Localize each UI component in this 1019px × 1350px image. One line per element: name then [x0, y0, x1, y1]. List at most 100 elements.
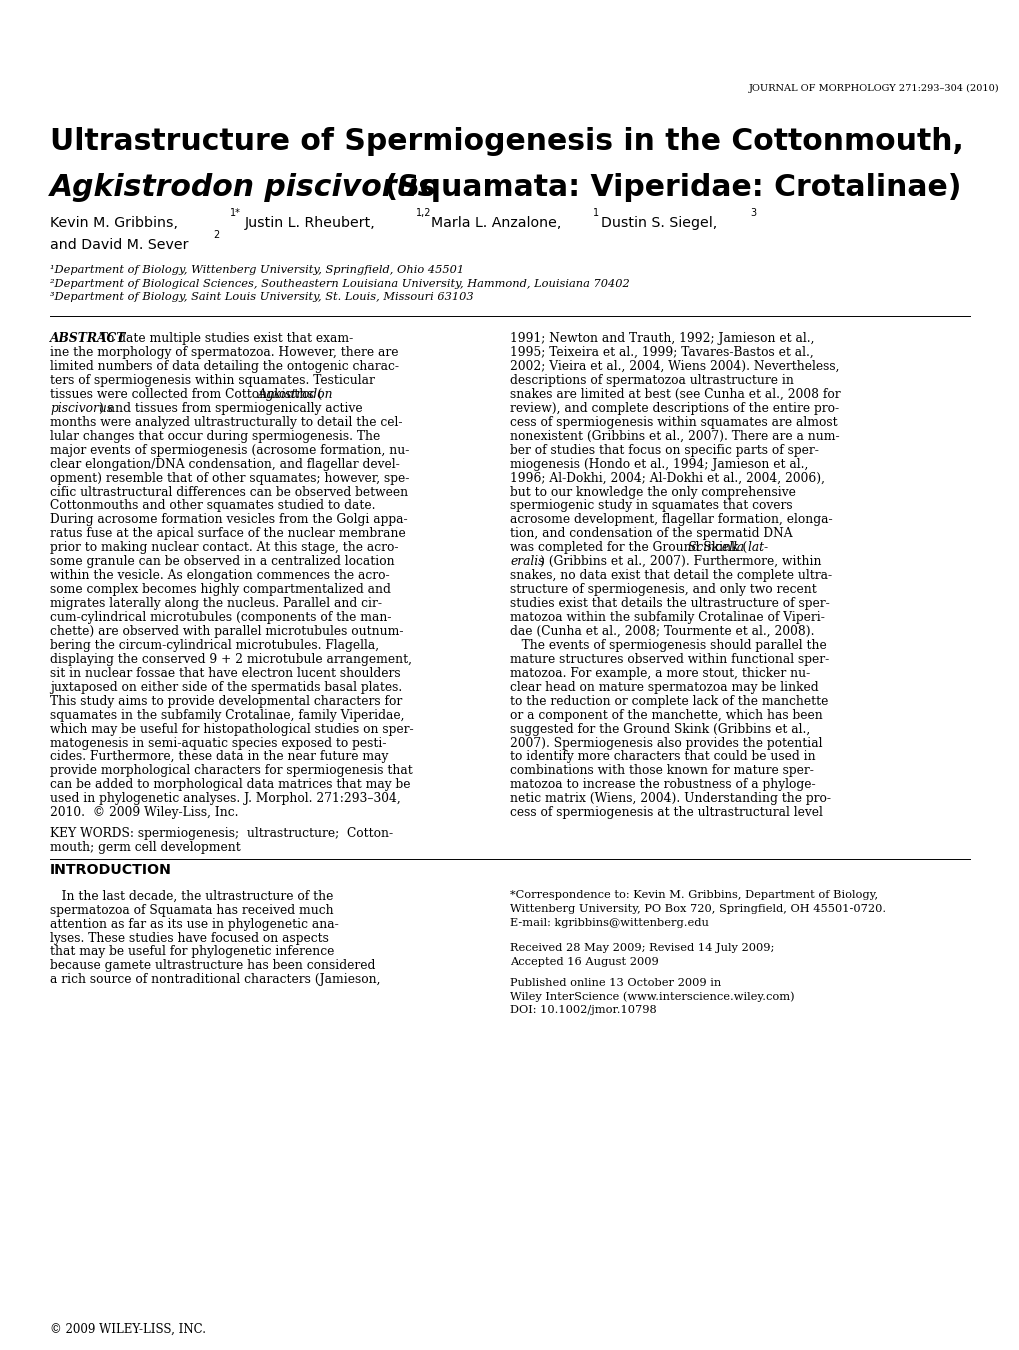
Text: matozoa. For example, a more stout, thicker nu-: matozoa. For example, a more stout, thic… — [510, 667, 809, 680]
Text: clear head on mature spermatozoa may be linked: clear head on mature spermatozoa may be … — [510, 680, 818, 694]
Text: cess of spermiogenesis within squamates are almost: cess of spermiogenesis within squamates … — [510, 416, 837, 429]
Text: INTRODUCTION: INTRODUCTION — [50, 863, 171, 878]
Text: miogenesis (Hondo et al., 1994; Jamieson et al.,: miogenesis (Hondo et al., 1994; Jamieson… — [510, 458, 808, 471]
Text: Published online 13 October 2009 in: Published online 13 October 2009 in — [510, 977, 720, 988]
Text: 1,2: 1,2 — [416, 208, 431, 217]
Text: ³Department of Biology, Saint Louis University, St. Louis, Missouri 63103: ³Department of Biology, Saint Louis Univ… — [50, 293, 473, 302]
Text: nonexistent (Gribbins et al., 2007). There are a num-: nonexistent (Gribbins et al., 2007). The… — [510, 429, 839, 443]
Text: 1991; Newton and Trauth, 1992; Jamieson et al.,: 1991; Newton and Trauth, 1992; Jamieson … — [510, 332, 814, 346]
Text: limited numbers of data detailing the ontogenic charac-: limited numbers of data detailing the on… — [50, 360, 398, 373]
Text: structure of spermiogenesis, and only two recent: structure of spermiogenesis, and only tw… — [510, 583, 816, 597]
Text: Agkistrodon piscivorus: Agkistrodon piscivorus — [50, 173, 436, 201]
Text: E-mail: kgribbins@wittenberg.edu: E-mail: kgribbins@wittenberg.edu — [510, 918, 708, 927]
Text: ine the morphology of spermatozoa. However, there are: ine the morphology of spermatozoa. Howev… — [50, 346, 398, 359]
Text: Justin L. Rheubert,: Justin L. Rheubert, — [245, 216, 375, 230]
Text: ABSTRACT: ABSTRACT — [50, 332, 126, 346]
Text: KEY WORDS: spermiogenesis;  ultrastructure;  Cotton-: KEY WORDS: spermiogenesis; ultrastructur… — [50, 828, 392, 840]
Text: matozoa within the subfamily Crotalinae of Viperi-: matozoa within the subfamily Crotalinae … — [510, 612, 824, 624]
Text: 1996; Al-Dokhi, 2004; Al-Dokhi et al., 2004, 2006),: 1996; Al-Dokhi, 2004; Al-Dokhi et al., 2… — [510, 471, 824, 485]
Text: tissues were collected from Cottonmouths (: tissues were collected from Cottonmouths… — [50, 387, 322, 401]
Text: prior to making nuclear contact. At this stage, the acro-: prior to making nuclear contact. At this… — [50, 541, 398, 555]
Text: acrosome development, flagellar formation, elonga-: acrosome development, flagellar formatio… — [510, 513, 832, 526]
Text: 2: 2 — [213, 230, 219, 239]
Text: Cottonmouths and other squamates studied to date.: Cottonmouths and other squamates studied… — [50, 500, 375, 513]
Text: 1: 1 — [592, 208, 598, 217]
Text: was completed for the Ground Skink (: was completed for the Ground Skink ( — [510, 541, 747, 555]
Text: clear elongation/DNA condensation, and flagellar devel-: clear elongation/DNA condensation, and f… — [50, 458, 399, 471]
Text: 2010.  © 2009 Wiley-Liss, Inc.: 2010. © 2009 Wiley-Liss, Inc. — [50, 806, 238, 819]
Text: to identify more characters that could be used in: to identify more characters that could b… — [510, 751, 815, 764]
Text: attention as far as its use in phylogenetic ana-: attention as far as its use in phylogene… — [50, 918, 338, 930]
Text: 2007). Spermiogenesis also provides the potential: 2007). Spermiogenesis also provides the … — [510, 737, 821, 749]
Text: lyses. These studies have focused on aspects: lyses. These studies have focused on asp… — [50, 931, 328, 945]
Text: During acrosome formation vesicles from the Golgi appa-: During acrosome formation vesicles from … — [50, 513, 408, 526]
Text: Received 28 May 2009; Revised 14 July 2009;: Received 28 May 2009; Revised 14 July 20… — [510, 942, 773, 953]
Text: Marla L. Anzalone,: Marla L. Anzalone, — [431, 216, 561, 230]
Text: descriptions of spermatozoa ultrastructure in: descriptions of spermatozoa ultrastructu… — [510, 374, 793, 387]
Text: DOI: 10.1002/jmor.10798: DOI: 10.1002/jmor.10798 — [510, 1006, 656, 1015]
Text: In the last decade, the ultrastructure of the: In the last decade, the ultrastructure o… — [50, 890, 333, 903]
Text: *Correspondence to: Kevin M. Gribbins, Department of Biology,: *Correspondence to: Kevin M. Gribbins, D… — [510, 890, 877, 899]
Text: because gamete ultrastructure has been considered: because gamete ultrastructure has been c… — [50, 960, 375, 972]
Text: ber of studies that focus on specific parts of sper-: ber of studies that focus on specific pa… — [510, 444, 818, 456]
Text: 3: 3 — [750, 208, 756, 217]
Text: within the vesicle. As elongation commences the acro-: within the vesicle. As elongation commen… — [50, 570, 389, 582]
Text: months were analyzed ultrastructurally to detail the cel-: months were analyzed ultrastructurally t… — [50, 416, 403, 429]
Text: ) and tissues from spermiogenically active: ) and tissues from spermiogenically acti… — [100, 402, 363, 414]
Text: suggested for the Ground Skink (Gribbins et al.,: suggested for the Ground Skink (Gribbins… — [510, 722, 809, 736]
Text: Agkistrodon: Agkistrodon — [258, 387, 333, 401]
Text: matogenesis in semi-aquatic species exposed to pesti-: matogenesis in semi-aquatic species expo… — [50, 737, 386, 749]
Text: Wittenberg University, PO Box 720, Springfield, OH 45501-0720.: Wittenberg University, PO Box 720, Sprin… — [510, 903, 886, 914]
Text: displaying the conserved 9 + 2 microtubule arrangement,: displaying the conserved 9 + 2 microtubu… — [50, 653, 412, 666]
Text: lular changes that occur during spermiogenesis. The: lular changes that occur during spermiog… — [50, 429, 380, 443]
Text: 1995; Teixeira et al., 1999; Tavares-Bastos et al.,: 1995; Teixeira et al., 1999; Tavares-Bas… — [510, 346, 813, 359]
Text: ratus fuse at the apical surface of the nuclear membrane: ratus fuse at the apical surface of the … — [50, 528, 406, 540]
Text: sit in nuclear fossae that have electron lucent shoulders: sit in nuclear fossae that have electron… — [50, 667, 400, 680]
Text: spermiogenic study in squamates that covers: spermiogenic study in squamates that cov… — [510, 500, 792, 513]
Text: To date multiple studies exist that exam-: To date multiple studies exist that exam… — [92, 332, 353, 346]
Text: ¹Department of Biology, Wittenberg University, Springfield, Ohio 45501: ¹Department of Biology, Wittenberg Unive… — [50, 265, 464, 274]
Text: (Squamata: Viperidae: Crotalinae): (Squamata: Viperidae: Crotalinae) — [374, 173, 961, 201]
Text: a rich source of nontraditional characters (Jamieson,: a rich source of nontraditional characte… — [50, 973, 380, 987]
Text: chette) are observed with parallel microtubules outnum-: chette) are observed with parallel micro… — [50, 625, 404, 639]
Text: snakes are limited at best (see Cunha et al., 2008 for: snakes are limited at best (see Cunha et… — [510, 387, 840, 401]
Text: spermatozoa of Squamata has received much: spermatozoa of Squamata has received muc… — [50, 903, 333, 917]
Text: cum-cylindrical microtubules (components of the man-: cum-cylindrical microtubules (components… — [50, 612, 391, 624]
Text: ) (Gribbins et al., 2007). Furthermore, within: ) (Gribbins et al., 2007). Furthermore, … — [539, 555, 820, 568]
Text: dae (Cunha et al., 2008; Tourmente et al., 2008).: dae (Cunha et al., 2008; Tourmente et al… — [510, 625, 814, 639]
Text: migrates laterally along the nucleus. Parallel and cir-: migrates laterally along the nucleus. Pa… — [50, 597, 381, 610]
Text: major events of spermiogenesis (acrosome formation, nu-: major events of spermiogenesis (acrosome… — [50, 444, 409, 456]
Text: mouth; germ cell development: mouth; germ cell development — [50, 841, 240, 855]
Text: squamates in the subfamily Crotalinae, family Viperidae,: squamates in the subfamily Crotalinae, f… — [50, 709, 405, 722]
Text: cides. Furthermore, these data in the near future may: cides. Furthermore, these data in the ne… — [50, 751, 388, 764]
Text: piscivorus: piscivorus — [50, 402, 113, 414]
Text: Wiley InterScience (www.interscience.wiley.com): Wiley InterScience (www.interscience.wil… — [510, 991, 794, 1002]
Text: that may be useful for phylogenetic inference: that may be useful for phylogenetic infe… — [50, 945, 334, 958]
Text: juxtaposed on either side of the spermatids basal plates.: juxtaposed on either side of the spermat… — [50, 680, 401, 694]
Text: ²Department of Biological Sciences, Southeastern Louisiana University, Hammond, : ²Department of Biological Sciences, Sout… — [50, 278, 629, 289]
Text: matozoa to increase the robustness of a phyloge-: matozoa to increase the robustness of a … — [510, 779, 815, 791]
Text: studies exist that details the ultrastructure of sper-: studies exist that details the ultrastru… — [510, 597, 828, 610]
Text: some complex becomes highly compartmentalized and: some complex becomes highly compartmenta… — [50, 583, 390, 597]
Text: used in phylogenetic analyses. J. Morphol. 271:293–304,: used in phylogenetic analyses. J. Morpho… — [50, 792, 400, 806]
Text: Accepted 16 August 2009: Accepted 16 August 2009 — [510, 957, 658, 967]
Text: eralis: eralis — [510, 555, 544, 568]
Text: Ultrastructure of Spermiogenesis in the Cottonmouth,: Ultrastructure of Spermiogenesis in the … — [50, 127, 963, 155]
Text: some granule can be observed in a centralized location: some granule can be observed in a centra… — [50, 555, 394, 568]
Text: snakes, no data exist that detail the complete ultra-: snakes, no data exist that detail the co… — [510, 570, 832, 582]
Text: provide morphological characters for spermiogenesis that: provide morphological characters for spe… — [50, 764, 413, 778]
Text: 2002; Vieira et al., 2004, Wiens 2004). Nevertheless,: 2002; Vieira et al., 2004, Wiens 2004). … — [510, 360, 839, 373]
Text: Kevin M. Gribbins,: Kevin M. Gribbins, — [50, 216, 177, 230]
Text: The events of spermiogenesis should parallel the: The events of spermiogenesis should para… — [510, 639, 826, 652]
Text: tion, and condensation of the spermatid DNA: tion, and condensation of the spermatid … — [510, 528, 792, 540]
Text: can be added to morphological data matrices that may be: can be added to morphological data matri… — [50, 779, 410, 791]
Text: combinations with those known for mature sper-: combinations with those known for mature… — [510, 764, 813, 778]
Text: JOURNAL OF MORPHOLOGY 271:293–304 (2010): JOURNAL OF MORPHOLOGY 271:293–304 (2010) — [748, 84, 999, 93]
Text: bering the circum-cylindrical microtubules. Flagella,: bering the circum-cylindrical microtubul… — [50, 639, 379, 652]
Text: to the reduction or complete lack of the manchette: to the reduction or complete lack of the… — [510, 695, 827, 707]
Text: netic matrix (Wiens, 2004). Understanding the pro-: netic matrix (Wiens, 2004). Understandin… — [510, 792, 830, 806]
Text: review), and complete descriptions of the entire pro-: review), and complete descriptions of th… — [510, 402, 839, 414]
Text: © 2009 WILEY-LISS, INC.: © 2009 WILEY-LISS, INC. — [50, 1323, 206, 1336]
Text: opment) resemble that of other squamates; however, spe-: opment) resemble that of other squamates… — [50, 471, 409, 485]
Text: and David M. Sever: and David M. Sever — [50, 238, 189, 251]
